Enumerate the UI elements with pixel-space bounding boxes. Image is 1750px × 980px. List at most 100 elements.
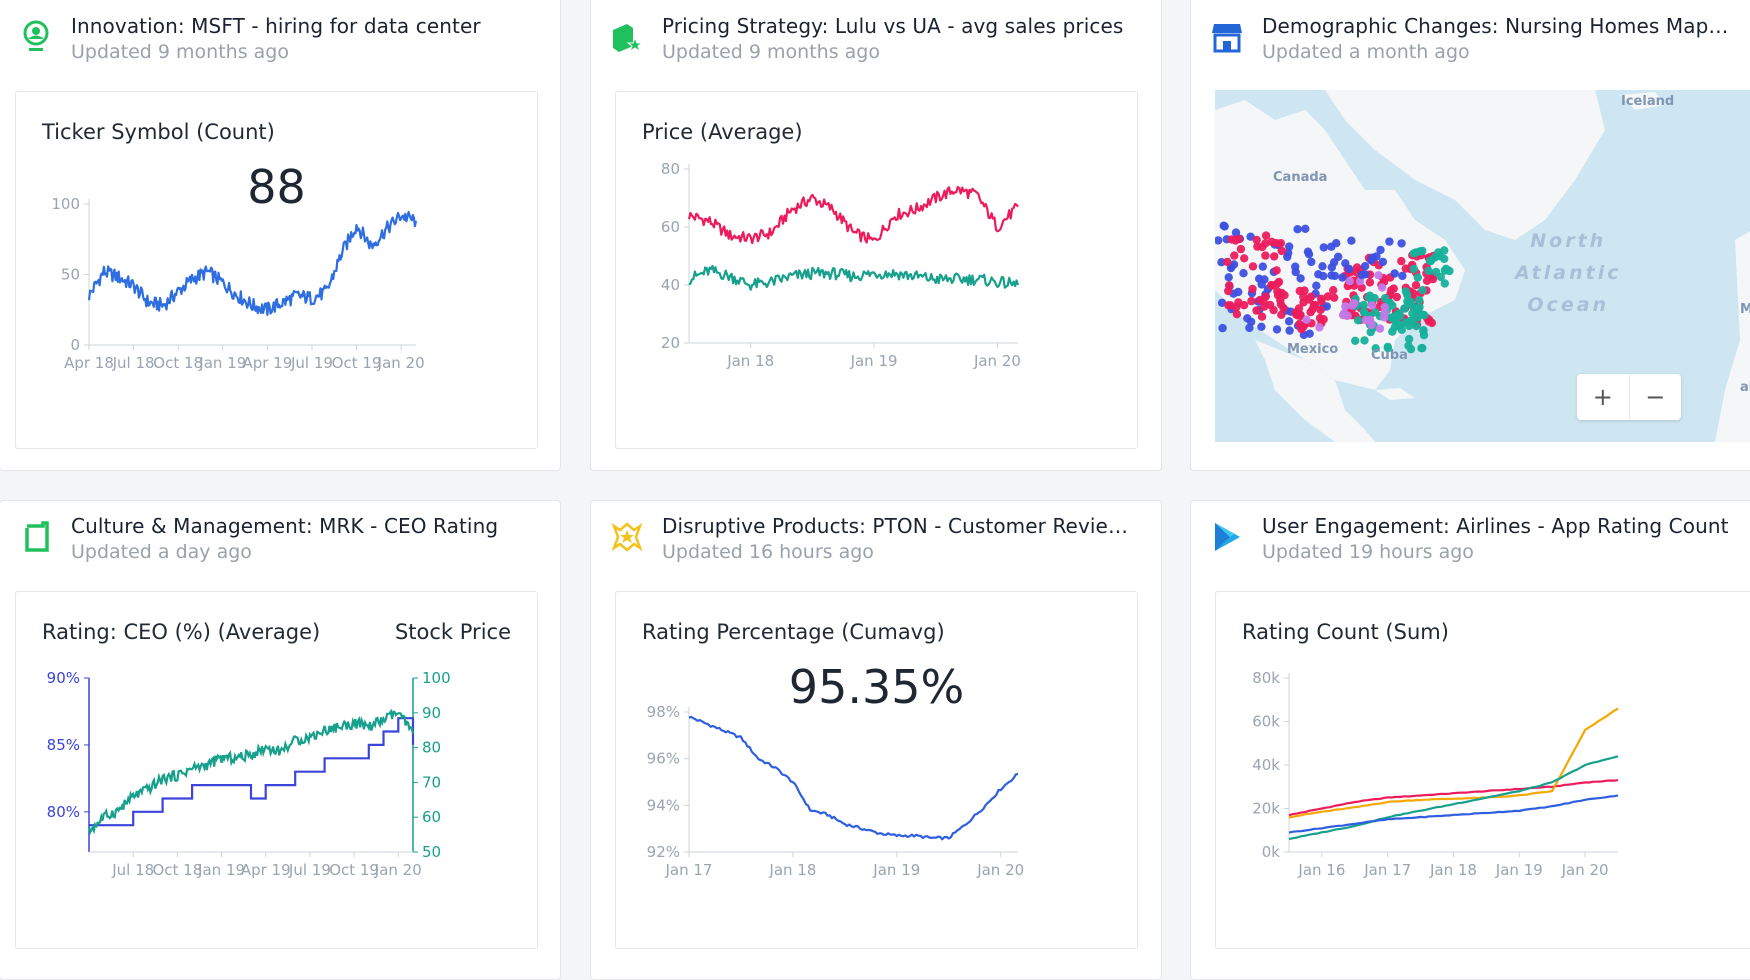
map-point [1343, 311, 1352, 320]
x-tick-label: Jan 17 [665, 861, 713, 879]
map-point [1312, 281, 1321, 290]
map-point [1347, 236, 1356, 245]
card-title[interactable]: Pricing Strategy: Lulu vs UA - avg sales… [662, 14, 1124, 38]
x-tick-label: Apr 19 [241, 861, 291, 879]
map-point [1272, 325, 1282, 334]
map-point [1391, 311, 1400, 320]
series-line-stock-price [87, 708, 415, 836]
series-line-ua [688, 264, 1020, 291]
map-point [1316, 305, 1325, 315]
chart-airlines[interactable]: 0k 20k 40k 60k 80k Jan 16 Jan 17 Jan 18 Jan 19 Ja… [1216, 592, 1750, 950]
map-point [1322, 302, 1331, 311]
y-tick-label: 20 [661, 334, 680, 352]
map-point [1422, 276, 1432, 285]
x-tick-label: Jan 20 [1561, 861, 1609, 879]
map-point [1440, 279, 1449, 288]
map-point [1234, 234, 1244, 244]
map[interactable]: Iceland Canada Mexico Cuba M al North At… [1215, 90, 1750, 442]
map-point [1223, 257, 1232, 267]
map-point [1279, 303, 1288, 313]
widget-msft[interactable]: Ticker Symbol (Count) 88 0 50 100 Apr 18 Jul… [15, 91, 538, 449]
widget-airlines[interactable]: Rating Count (Sum) 0k 20k 40k 60k 80k Jan 16 J… [1215, 591, 1750, 949]
card-title[interactable]: Innovation: MSFT - hiring for data cente… [71, 14, 481, 38]
widget-title-right: Stock Price [394, 620, 511, 644]
widget-mrk[interactable]: Rating: CEO (%) (Average) Stock Price 80… [15, 591, 538, 949]
widget-title: Rating Percentage (Cumavg) [642, 620, 945, 644]
map-point [1364, 293, 1374, 302]
card-header: Innovation: MSFT - hiring for data cente… [0, 1, 560, 81]
europe-shape [1715, 231, 1750, 442]
widget-lulu-ua[interactable]: Price (Average) 20 40 60 80 Jan 18 Jan 19 Jan … [615, 91, 1138, 449]
map-point [1230, 251, 1239, 260]
zoom-control: + − [1577, 374, 1681, 420]
zoom-in-button[interactable]: + [1592, 383, 1613, 411]
widget-pton[interactable]: Rating Percentage (Cumavg) 95.35% 92% 94%… [615, 591, 1138, 949]
map-point [1397, 325, 1406, 334]
map-point [1430, 253, 1439, 262]
cuba-shape [1375, 388, 1415, 400]
map-point [1225, 281, 1234, 290]
map-point [1319, 271, 1328, 281]
map-point [1367, 320, 1376, 330]
map-point [1397, 256, 1406, 266]
y-tick-label-right: 80 [422, 739, 441, 757]
map-point [1403, 297, 1412, 306]
map-point [1307, 257, 1316, 267]
zoom-out-button[interactable]: − [1628, 374, 1682, 420]
card-title[interactable]: Disruptive Products: PTON - Customer Rev… [662, 514, 1131, 538]
card-pton[interactable]: Disruptive Products: PTON - Customer Rev… [590, 500, 1162, 980]
y-tick-label-right: 60 [422, 808, 441, 826]
map-point [1267, 280, 1276, 290]
map-point [1315, 313, 1325, 323]
map-point [1295, 286, 1304, 296]
map-point [1232, 310, 1242, 319]
ocean-word: Ocean [1527, 294, 1610, 316]
card-airlines[interactable]: User Engagement: Airlines - App Rating C… [1190, 500, 1750, 980]
card-header: Culture & Management: MRK - CEO Rating U… [0, 501, 560, 581]
map-point [1375, 324, 1385, 333]
map-point [1257, 322, 1266, 331]
card-msft-hiring[interactable]: Innovation: MSFT - hiring for data cente… [0, 0, 561, 471]
map-point [1361, 316, 1371, 325]
map-point [1236, 244, 1246, 254]
card-title[interactable]: User Engagement: Airlines - App Rating C… [1262, 514, 1729, 538]
map-point [1329, 286, 1338, 295]
label-canada: Canada [1273, 170, 1328, 185]
y-tick-label: 40k [1252, 756, 1280, 774]
chart-lulu[interactable]: 20 40 60 80 Jan 18 Jan 19 Jan 20 [616, 92, 1139, 450]
widget-map[interactable]: Iceland Canada Mexico Cuba M al North At… [1215, 90, 1750, 449]
x-tick-label: Oct 19 [332, 354, 382, 372]
map-point [1284, 317, 1294, 326]
map-point [1413, 273, 1422, 282]
map-point [1327, 263, 1336, 272]
card-title[interactable]: Culture & Management: MRK - CEO Rating [71, 514, 499, 538]
kpi-value: 88 [247, 160, 306, 214]
map-points [1215, 221, 1454, 354]
series-line-ceo-rating [89, 717, 415, 827]
kpi-value: 95.35% [788, 660, 965, 714]
widget-title: Rating: CEO (%) (Average) [42, 620, 321, 644]
map-point [1383, 342, 1392, 352]
card-nursing-homes[interactable]: Demographic Changes: Nursing Homes Mappe… [1190, 0, 1750, 471]
chart-pton[interactable]: 92% 94% 96% 98% Jan 17 Jan 18 Jan 19 Jan 20 [616, 592, 1139, 950]
map-point [1283, 252, 1292, 262]
map-point [1403, 290, 1412, 300]
map-point [1378, 257, 1388, 267]
map-point [1239, 269, 1248, 278]
map-point [1367, 301, 1377, 310]
label-edge-al: al [1740, 380, 1750, 395]
x-tick-label: Jan 20 [377, 354, 425, 372]
x-tick-label: Jan 17 [1363, 861, 1411, 879]
map-land [1215, 90, 1750, 442]
y-tick-label: 80k [1252, 669, 1280, 687]
card-lulu-ua[interactable]: Pricing Strategy: Lulu vs UA - avg sales… [590, 0, 1162, 471]
x-tick-label: Oct 18 [152, 861, 202, 879]
updated-time: Updated a day ago [71, 541, 252, 563]
map-point [1224, 273, 1233, 282]
card-title[interactable]: Demographic Changes: Nursing Homes Mappe… [1262, 14, 1739, 38]
card-mrk-ceo[interactable]: Culture & Management: MRK - CEO Rating U… [0, 500, 561, 980]
y-tick-label: 60 [661, 218, 680, 236]
x-tick-label: Jan 18 [768, 861, 816, 879]
